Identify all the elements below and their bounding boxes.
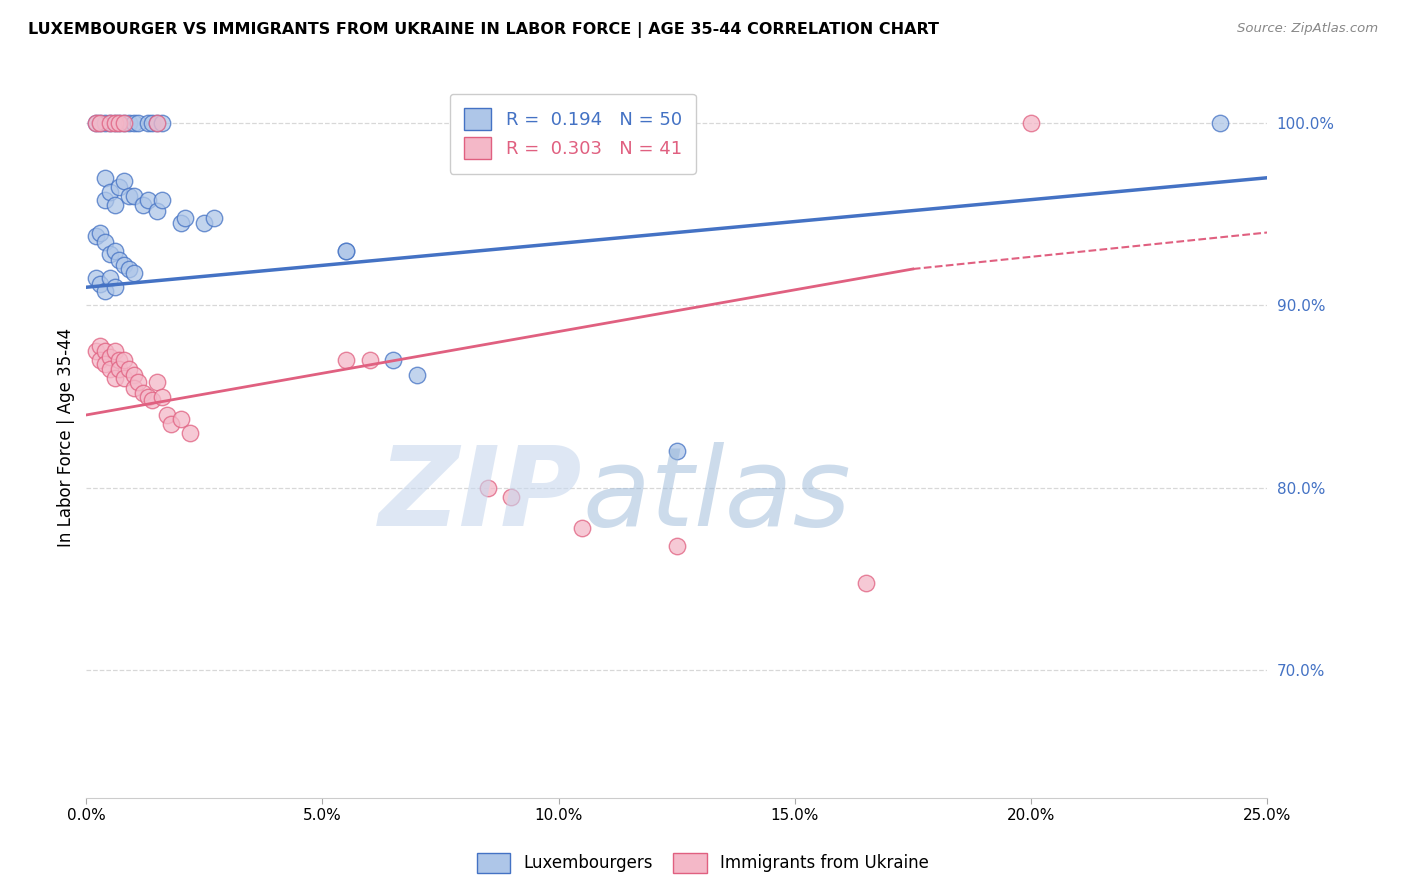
Point bbox=[141, 393, 163, 408]
Point bbox=[84, 116, 107, 130]
Point bbox=[335, 244, 357, 258]
Point bbox=[122, 116, 145, 130]
Point bbox=[665, 444, 688, 458]
Point bbox=[150, 193, 173, 207]
Point bbox=[108, 362, 131, 376]
Point bbox=[84, 344, 107, 359]
Point bbox=[104, 116, 127, 130]
Point bbox=[118, 189, 141, 203]
Point bbox=[122, 368, 145, 382]
Point bbox=[112, 116, 135, 130]
Point bbox=[84, 116, 107, 130]
Point bbox=[104, 280, 127, 294]
Text: ZIP: ZIP bbox=[378, 442, 582, 549]
Point bbox=[122, 266, 145, 280]
Point bbox=[335, 244, 357, 258]
Point bbox=[98, 116, 121, 130]
Point bbox=[94, 284, 117, 298]
Point bbox=[94, 357, 117, 371]
Point bbox=[112, 174, 135, 188]
Point bbox=[94, 116, 117, 130]
Point bbox=[146, 203, 169, 218]
Point bbox=[571, 521, 593, 535]
Point bbox=[104, 116, 127, 130]
Point bbox=[193, 216, 215, 230]
Point bbox=[155, 408, 177, 422]
Point bbox=[146, 116, 169, 130]
Text: Source: ZipAtlas.com: Source: ZipAtlas.com bbox=[1237, 22, 1378, 36]
Point bbox=[112, 116, 135, 130]
Point bbox=[94, 235, 117, 249]
Point bbox=[127, 375, 149, 389]
Point bbox=[127, 116, 149, 130]
Point bbox=[108, 116, 131, 130]
Point bbox=[98, 350, 121, 364]
Point bbox=[98, 186, 121, 200]
Point bbox=[141, 116, 163, 130]
Point bbox=[94, 344, 117, 359]
Point bbox=[665, 539, 688, 553]
Point bbox=[136, 193, 159, 207]
Legend: R =  0.194   N = 50, R =  0.303   N = 41: R = 0.194 N = 50, R = 0.303 N = 41 bbox=[450, 94, 696, 174]
Point bbox=[104, 198, 127, 212]
Point bbox=[179, 426, 201, 441]
Point bbox=[855, 575, 877, 590]
Point bbox=[359, 353, 381, 368]
Point bbox=[98, 362, 121, 376]
Point bbox=[150, 390, 173, 404]
Text: atlas: atlas bbox=[582, 442, 851, 549]
Point bbox=[146, 375, 169, 389]
Point bbox=[112, 258, 135, 272]
Point bbox=[108, 353, 131, 368]
Point bbox=[98, 247, 121, 261]
Point bbox=[136, 116, 159, 130]
Point bbox=[89, 277, 111, 291]
Point bbox=[89, 226, 111, 240]
Point bbox=[104, 371, 127, 385]
Point bbox=[118, 362, 141, 376]
Point bbox=[146, 116, 169, 130]
Point bbox=[118, 116, 141, 130]
Point bbox=[112, 371, 135, 385]
Point bbox=[170, 411, 193, 425]
Point bbox=[1209, 116, 1232, 130]
Point bbox=[84, 271, 107, 285]
Point bbox=[136, 390, 159, 404]
Y-axis label: In Labor Force | Age 35-44: In Labor Force | Age 35-44 bbox=[58, 328, 75, 548]
Point bbox=[150, 116, 173, 130]
Point bbox=[122, 381, 145, 395]
Point bbox=[84, 229, 107, 244]
Point bbox=[108, 116, 131, 130]
Point bbox=[94, 170, 117, 185]
Point bbox=[108, 180, 131, 194]
Point bbox=[160, 417, 183, 431]
Legend: Luxembourgers, Immigrants from Ukraine: Luxembourgers, Immigrants from Ukraine bbox=[471, 847, 935, 880]
Point bbox=[89, 116, 111, 130]
Point bbox=[98, 271, 121, 285]
Point bbox=[477, 481, 499, 495]
Point bbox=[382, 353, 405, 368]
Point bbox=[1019, 116, 1042, 130]
Point bbox=[501, 490, 523, 504]
Point bbox=[174, 211, 197, 225]
Point bbox=[104, 244, 127, 258]
Point bbox=[122, 189, 145, 203]
Point bbox=[335, 353, 357, 368]
Point bbox=[89, 116, 111, 130]
Point bbox=[202, 211, 225, 225]
Point bbox=[118, 262, 141, 277]
Point bbox=[132, 198, 155, 212]
Text: LUXEMBOURGER VS IMMIGRANTS FROM UKRAINE IN LABOR FORCE | AGE 35-44 CORRELATION C: LUXEMBOURGER VS IMMIGRANTS FROM UKRAINE … bbox=[28, 22, 939, 38]
Point bbox=[108, 252, 131, 267]
Point bbox=[89, 338, 111, 352]
Point bbox=[94, 193, 117, 207]
Point bbox=[132, 386, 155, 401]
Point bbox=[98, 116, 121, 130]
Point bbox=[89, 353, 111, 368]
Point bbox=[112, 353, 135, 368]
Point bbox=[104, 344, 127, 359]
Point bbox=[406, 368, 429, 382]
Point bbox=[170, 216, 193, 230]
